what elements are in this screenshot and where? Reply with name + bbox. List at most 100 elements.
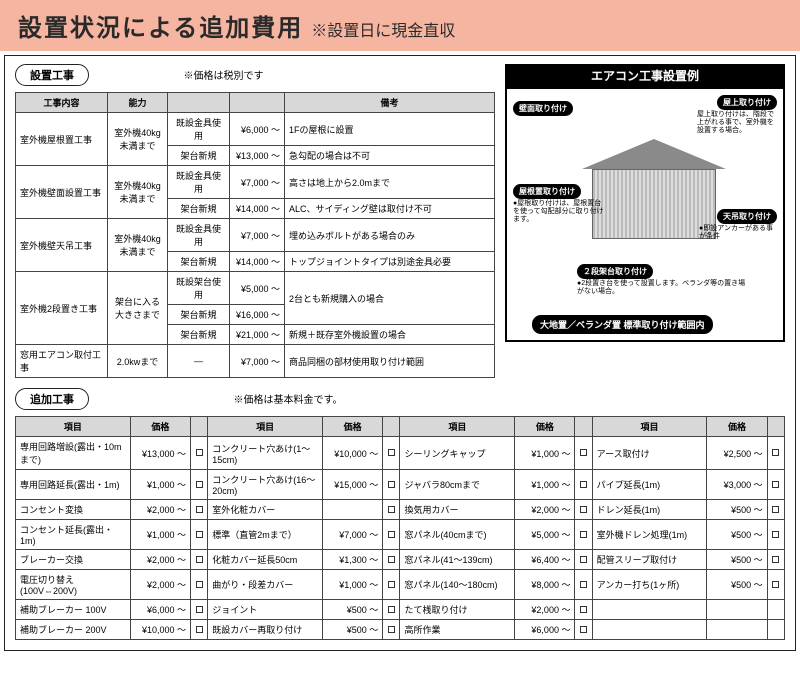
checkbox[interactable] bbox=[772, 481, 779, 488]
checkbox[interactable] bbox=[772, 556, 779, 563]
t1-cell: 架台新規 bbox=[168, 199, 230, 219]
label-wall: 壁面取り付け bbox=[513, 101, 573, 116]
t2-price: ¥8,000 ～ bbox=[515, 570, 575, 600]
section1-note: ※価格は税別です bbox=[183, 67, 263, 82]
checkbox[interactable] bbox=[196, 449, 203, 456]
t2-check bbox=[191, 550, 208, 570]
example-diagram: 壁面取り付け 屋上取り付け 屋上取り付けは、階段で上がれる事で、室外機を設置する… bbox=[505, 87, 785, 342]
checkbox[interactable] bbox=[388, 626, 395, 633]
t2-check bbox=[767, 600, 784, 620]
checkbox[interactable] bbox=[388, 556, 395, 563]
t2-header: 項目 bbox=[592, 417, 707, 437]
desc-rooftop: 屋上取り付けは、階段で上がれる事で、室外機を設置する場合。 bbox=[697, 111, 777, 135]
t2-price: ¥10,000 ～ bbox=[322, 437, 382, 470]
checkbox[interactable] bbox=[580, 581, 587, 588]
t2-item: 専用回路増設(露出・10mまで) bbox=[16, 437, 131, 470]
checkbox[interactable] bbox=[196, 506, 203, 513]
t2-item: 窓パネル(41～139cm) bbox=[400, 550, 515, 570]
t2-item: 既設カバー再取り付け bbox=[208, 620, 323, 640]
checkbox[interactable] bbox=[388, 449, 395, 456]
t2-header: 項目 bbox=[400, 417, 515, 437]
t1-cell: 既設金具使用 bbox=[168, 113, 230, 146]
t2-item: 曲がり・段差カバー bbox=[208, 570, 323, 600]
checkbox[interactable] bbox=[580, 606, 587, 613]
t1-header: 備考 bbox=[285, 93, 495, 113]
t2-header: 項目 bbox=[208, 417, 323, 437]
t2-price: ¥15,000 ～ bbox=[322, 470, 382, 500]
t2-price: ¥6,000 ～ bbox=[515, 620, 575, 640]
t1-cell: 室外機壁天吊工事 bbox=[16, 219, 108, 272]
t2-check bbox=[767, 570, 784, 600]
checkbox[interactable] bbox=[196, 481, 203, 488]
t2-price: ¥2,000 ～ bbox=[515, 600, 575, 620]
checkbox[interactable] bbox=[388, 606, 395, 613]
t2-item: ジョイント bbox=[208, 600, 323, 620]
t1-remark: ALC、サイディング壁は取付け不可 bbox=[285, 199, 495, 219]
checkbox[interactable] bbox=[388, 531, 395, 538]
t2-price: ¥3,000 ～ bbox=[707, 470, 767, 500]
t2-check bbox=[191, 600, 208, 620]
t2-check bbox=[191, 620, 208, 640]
checkbox[interactable] bbox=[196, 581, 203, 588]
t2-check bbox=[383, 600, 400, 620]
checkbox[interactable] bbox=[580, 556, 587, 563]
checkbox[interactable] bbox=[196, 626, 203, 633]
install-table: 工事内容能力備考 室外機屋根置工事室外機40kg未満まで既設金具使用¥6,000… bbox=[15, 92, 495, 378]
checkbox[interactable] bbox=[388, 481, 395, 488]
t2-check bbox=[575, 570, 592, 600]
t2-price: ¥2,500 ～ bbox=[707, 437, 767, 470]
checkbox[interactable] bbox=[196, 556, 203, 563]
t2-check bbox=[767, 500, 784, 520]
label-rooftop: 屋上取り付け bbox=[717, 95, 777, 110]
t2-price: ¥2,000 ～ bbox=[515, 500, 575, 520]
t2-header bbox=[383, 417, 400, 437]
content-frame: 設置工事 ※価格は税別です 工事内容能力備考 室外機屋根置工事室外機40kg未満… bbox=[4, 55, 796, 651]
t2-header bbox=[767, 417, 784, 437]
t1-cell: 架台新規 bbox=[168, 305, 230, 325]
checkbox[interactable] bbox=[580, 449, 587, 456]
t1-price: ¥14,000 ～ bbox=[230, 199, 285, 219]
t1-cell: 架台新規 bbox=[168, 252, 230, 272]
checkbox[interactable] bbox=[580, 506, 587, 513]
checkbox[interactable] bbox=[580, 531, 587, 538]
t2-item: シーリングキャップ bbox=[400, 437, 515, 470]
t2-price: ¥500 ～ bbox=[707, 550, 767, 570]
t2-price bbox=[707, 620, 767, 640]
t2-item: 窓パネル(40cmまで) bbox=[400, 520, 515, 550]
checkbox[interactable] bbox=[580, 626, 587, 633]
t2-price: ¥2,000 ～ bbox=[130, 570, 190, 600]
checkbox[interactable] bbox=[196, 531, 203, 538]
t1-price: ¥7,000 ～ bbox=[230, 219, 285, 252]
t2-price: ¥1,000 ～ bbox=[515, 437, 575, 470]
t2-item: コンクリート穴あけ(16～20cm) bbox=[208, 470, 323, 500]
t2-check bbox=[767, 550, 784, 570]
t1-cell: 架台新規 bbox=[168, 325, 230, 345]
checkbox[interactable] bbox=[772, 506, 779, 513]
t1-cell: 既設架台使用 bbox=[168, 272, 230, 305]
t2-item: アンカー打ち(1ヶ所) bbox=[592, 570, 707, 600]
t2-check bbox=[575, 600, 592, 620]
t1-cell: 架台新規 bbox=[168, 146, 230, 166]
t2-check bbox=[575, 520, 592, 550]
example-title: エアコン工事設置例 bbox=[505, 64, 785, 87]
checkbox[interactable] bbox=[772, 449, 779, 456]
t2-header: 価格 bbox=[515, 417, 575, 437]
t2-item: コンセント変換 bbox=[16, 500, 131, 520]
t2-check bbox=[383, 570, 400, 600]
label-ceiling: 天吊取り付け bbox=[717, 209, 777, 224]
checkbox[interactable] bbox=[772, 531, 779, 538]
t2-item: 高所作業 bbox=[400, 620, 515, 640]
checkbox[interactable] bbox=[388, 506, 395, 513]
checkbox[interactable] bbox=[388, 581, 395, 588]
label-two-stage: ２段架台取り付け bbox=[577, 264, 653, 279]
checkbox[interactable] bbox=[196, 606, 203, 613]
checkbox[interactable] bbox=[580, 481, 587, 488]
header-banner: 設置状況による追加費用 ※設置日に現金直収 bbox=[0, 0, 800, 51]
t2-price: ¥6,000 ～ bbox=[130, 600, 190, 620]
t2-check bbox=[191, 470, 208, 500]
checkbox[interactable] bbox=[772, 581, 779, 588]
t2-check bbox=[575, 500, 592, 520]
t2-price bbox=[322, 500, 382, 520]
t2-item: 化粧カバー延長50cm bbox=[208, 550, 323, 570]
t2-check bbox=[383, 520, 400, 550]
